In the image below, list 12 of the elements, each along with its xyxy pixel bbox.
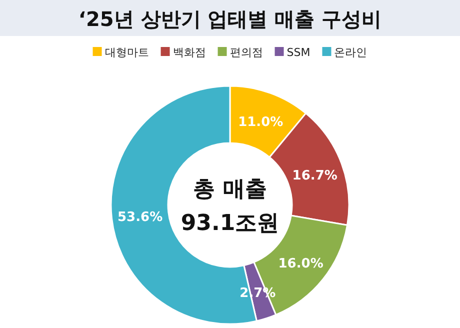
data-label: 53.6% [118,210,163,226]
text: 총 매출 [193,177,267,202]
legend-label: SSM [286,46,310,59]
data-label: 11.0% [238,114,284,130]
data-label: 16.0% [278,256,324,272]
data-label: 16.7% [292,168,338,184]
text: 93.1조원 [180,211,280,236]
legend-label: 편의점 [230,46,263,59]
legend-label: 온라인 [334,46,368,59]
legend-label: 대형마트 [104,46,149,59]
legend-label: 백화점 [172,46,206,59]
chart-title: ‘25년 상반기 업태별 매출 구성비 [78,7,382,31]
